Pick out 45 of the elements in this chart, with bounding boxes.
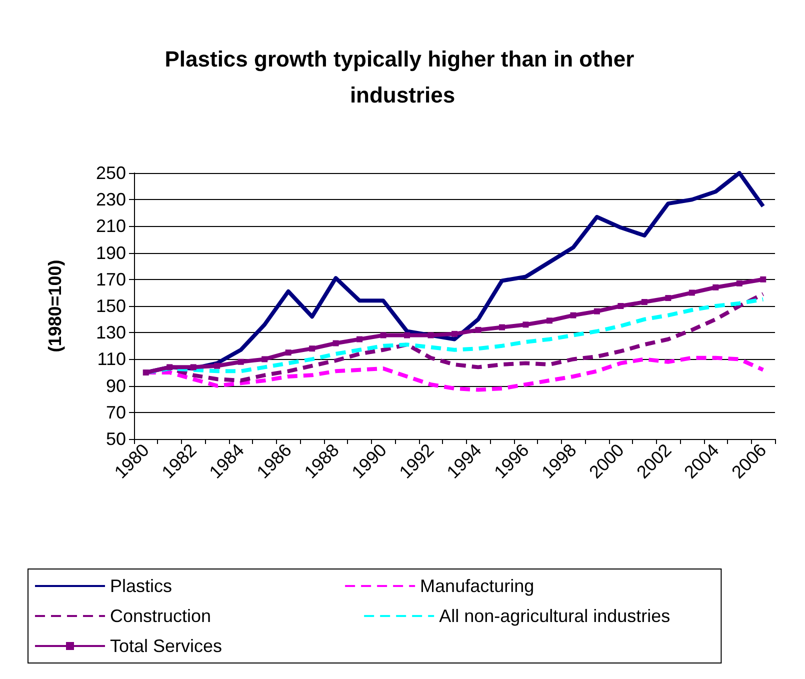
point (142, 370, 149, 376)
y-tick-label: 50 (106, 429, 126, 449)
point (190, 364, 196, 370)
y-axis-title: (1980=100) (45, 260, 65, 352)
point (594, 308, 600, 314)
point (498, 324, 505, 330)
y-tick-label: 230 (96, 190, 126, 210)
y-tick-label: 150 (96, 296, 126, 316)
legend-label: Construction (110, 606, 352, 626)
point (404, 332, 410, 338)
y-tick-label: 210 (96, 216, 126, 236)
y-tick-label: 130 (96, 322, 126, 343)
point (166, 364, 173, 370)
point (380, 332, 386, 338)
y-tick-label: 170 (96, 269, 126, 290)
y-tick-label: 110 (97, 349, 126, 370)
point (760, 276, 766, 282)
y-tick-label: 250 (96, 163, 126, 183)
point (736, 280, 742, 286)
chart-title: Plastics growth typically higher than in other industries (164, 46, 640, 108)
legend-label: Total Services (110, 636, 352, 656)
y-tick-label: 190 (96, 242, 126, 263)
point (618, 303, 624, 309)
point (570, 312, 576, 318)
point (665, 295, 672, 302)
point (712, 284, 719, 290)
point (546, 318, 552, 324)
point (356, 336, 363, 342)
legend-label: All non-agricultural industries (439, 606, 716, 626)
y-tick-label: 90 (106, 376, 126, 396)
point (522, 322, 529, 328)
point (238, 358, 244, 365)
legend-label: Manufacturing (420, 576, 670, 596)
point (309, 346, 316, 352)
legend-label: Plastics (110, 576, 332, 596)
point (285, 350, 292, 356)
point (452, 330, 458, 337)
point (428, 332, 434, 338)
point (332, 340, 339, 346)
y-tick-label: 70 (106, 402, 126, 422)
point (262, 356, 268, 362)
point (641, 299, 648, 306)
point (688, 290, 695, 296)
point (475, 326, 482, 333)
point (214, 362, 220, 369)
